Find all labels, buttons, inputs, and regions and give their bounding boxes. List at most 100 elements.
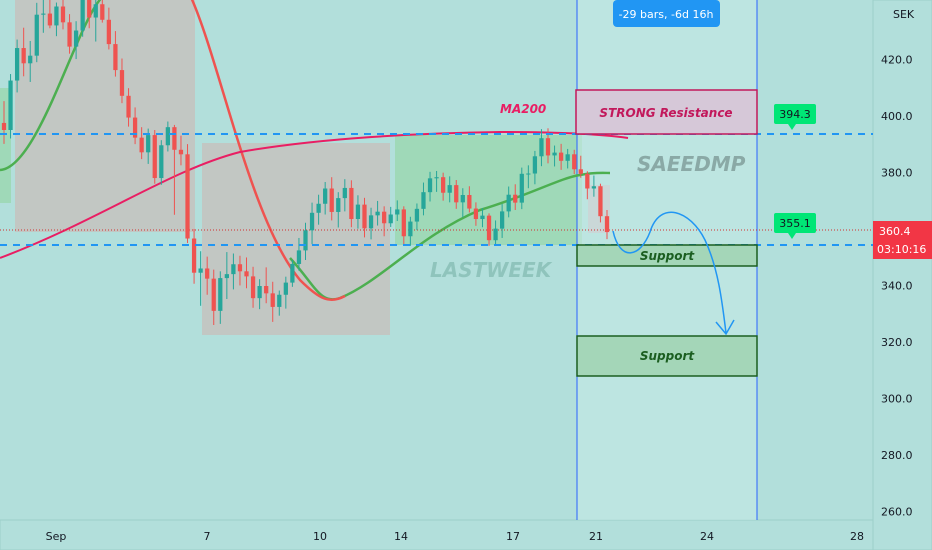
candle-body[interactable] (585, 173, 590, 189)
candle-body[interactable] (296, 250, 302, 264)
candle-body[interactable] (414, 208, 420, 222)
candle-body[interactable] (303, 230, 308, 251)
candle-body[interactable] (486, 215, 492, 241)
candle-body[interactable] (21, 48, 26, 64)
candle-body[interactable] (14, 48, 20, 81)
candle-body[interactable] (152, 135, 157, 179)
candle-body[interactable] (434, 177, 439, 179)
candle-body[interactable] (565, 154, 570, 161)
candle-body[interactable] (500, 211, 505, 229)
projection-arrow[interactable] (612, 211, 727, 334)
candle-body[interactable] (382, 211, 387, 224)
candle-body[interactable] (290, 263, 295, 283)
candle-body[interactable] (198, 268, 203, 273)
candle-body[interactable] (205, 268, 210, 279)
candle-body[interactable] (237, 264, 243, 272)
candle-body[interactable] (349, 187, 354, 220)
candle-body[interactable] (395, 209, 400, 215)
candle-body[interactable] (408, 221, 413, 237)
candle-body[interactable] (73, 30, 79, 47)
candle-body[interactable] (93, 4, 98, 18)
candle-body[interactable] (552, 152, 557, 156)
candle-body[interactable] (264, 286, 269, 294)
candle-body[interactable] (558, 152, 564, 161)
support-zone-2[interactable] (576, 335, 758, 377)
candle-body[interactable] (368, 215, 374, 229)
candle-body[interactable] (604, 216, 610, 233)
candle-body[interactable] (277, 294, 282, 307)
candle-body[interactable] (139, 137, 144, 153)
candle-body[interactable] (532, 156, 538, 174)
candle-body[interactable] (454, 185, 459, 203)
candle-body[interactable] (231, 264, 236, 275)
candle-body[interactable] (283, 282, 288, 295)
candle-body[interactable] (545, 138, 551, 156)
price-scale-panel[interactable] (872, 0, 932, 550)
candle-body[interactable] (34, 14, 39, 56)
candle-body[interactable] (519, 173, 524, 203)
candle-body[interactable] (178, 149, 184, 155)
candle-body[interactable] (316, 203, 321, 213)
candle-body[interactable] (126, 95, 131, 118)
candle-body[interactable] (119, 70, 125, 96)
candle-body[interactable] (578, 169, 583, 174)
candle-body[interactable] (506, 194, 511, 212)
candle-body[interactable] (329, 188, 334, 212)
candle-body[interactable] (224, 274, 229, 279)
candle-body[interactable] (401, 209, 406, 237)
candle-body[interactable] (270, 293, 275, 307)
candle-body[interactable] (427, 178, 433, 193)
candle-body[interactable] (513, 194, 518, 203)
candle-body[interactable] (441, 177, 446, 193)
candle-body[interactable] (244, 271, 249, 277)
candle-body[interactable] (146, 135, 151, 153)
candle-body[interactable] (362, 204, 367, 229)
candle-body[interactable] (159, 145, 164, 179)
candle-body[interactable] (323, 188, 328, 204)
candle-body[interactable] (250, 276, 256, 299)
candle-body[interactable] (257, 286, 262, 299)
candle-body[interactable] (342, 187, 347, 199)
candle-body[interactable] (493, 228, 498, 241)
candle-body[interactable] (8, 80, 13, 130)
candle-body[interactable] (28, 55, 33, 64)
candle-body[interactable] (467, 195, 472, 209)
candle-body[interactable] (60, 6, 66, 23)
candle-body[interactable] (191, 238, 197, 273)
candle-body[interactable] (106, 19, 111, 45)
candle-body[interactable] (309, 212, 315, 231)
candle-body[interactable] (185, 154, 190, 239)
candle-body[interactable] (47, 13, 53, 26)
candle-body[interactable] (473, 208, 479, 220)
candle-body[interactable] (388, 214, 393, 224)
candle-body[interactable] (598, 186, 603, 217)
candle-body[interactable] (80, 0, 85, 31)
candle-body[interactable] (421, 192, 426, 209)
candle-body[interactable] (526, 173, 531, 175)
candle-body[interactable] (41, 13, 46, 15)
candle-body[interactable] (539, 138, 544, 157)
time-scale-panel[interactable] (0, 519, 874, 550)
candle-body[interactable] (355, 204, 361, 220)
candle-body[interactable] (591, 186, 597, 189)
candle-body[interactable] (172, 127, 177, 150)
candle-body[interactable] (1, 122, 7, 130)
resistance-zone[interactable] (575, 89, 758, 135)
level-flag-lower[interactable]: 355.1 (774, 213, 816, 239)
candle-body[interactable] (460, 195, 465, 203)
candle-body[interactable] (54, 6, 59, 26)
candle-body[interactable] (100, 4, 105, 20)
candle-body[interactable] (132, 117, 138, 138)
candle-body[interactable] (336, 198, 341, 212)
candle-body[interactable] (218, 278, 223, 311)
candle-body[interactable] (211, 278, 216, 311)
candle-body[interactable] (113, 44, 118, 71)
candle-body[interactable] (480, 215, 485, 220)
candle-body[interactable] (375, 211, 380, 216)
level-flag-upper[interactable]: 394.3 (774, 104, 816, 130)
candle-body[interactable] (572, 154, 577, 170)
candle-body[interactable] (447, 185, 452, 193)
candle-body[interactable] (165, 127, 170, 146)
candle-body[interactable] (87, 0, 92, 18)
